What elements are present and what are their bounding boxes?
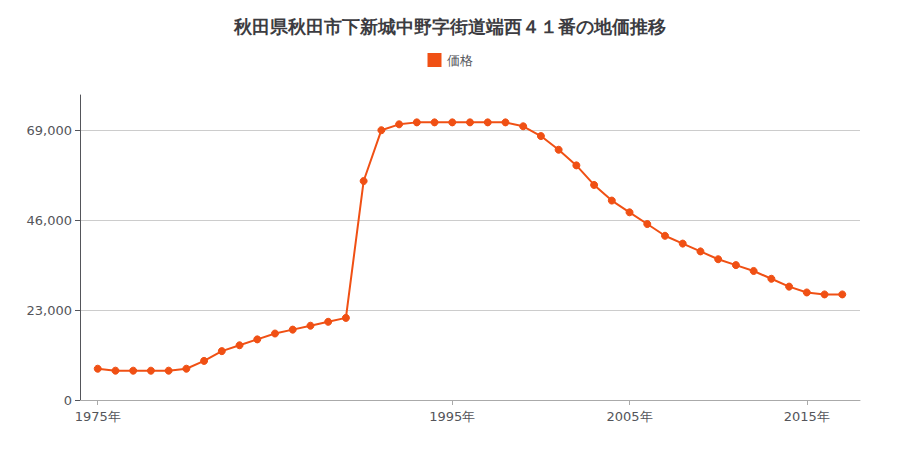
svg-text:秋田県秋田市下新城中野字街道端西４１番の地価推移: 秋田県秋田市下新城中野字街道端西４１番の地価推移: [233, 16, 666, 37]
svg-text:2015年: 2015年: [784, 409, 830, 424]
svg-text:0: 0: [64, 393, 72, 408]
svg-text:2005年: 2005年: [606, 409, 652, 424]
svg-text:69,000: 69,000: [27, 123, 73, 138]
svg-text:1975年: 1975年: [75, 409, 121, 424]
svg-text:価格: 価格: [447, 53, 473, 68]
svg-text:46,000: 46,000: [27, 213, 73, 228]
svg-text:23,000: 23,000: [27, 303, 73, 318]
svg-text:1995年: 1995年: [429, 409, 475, 424]
